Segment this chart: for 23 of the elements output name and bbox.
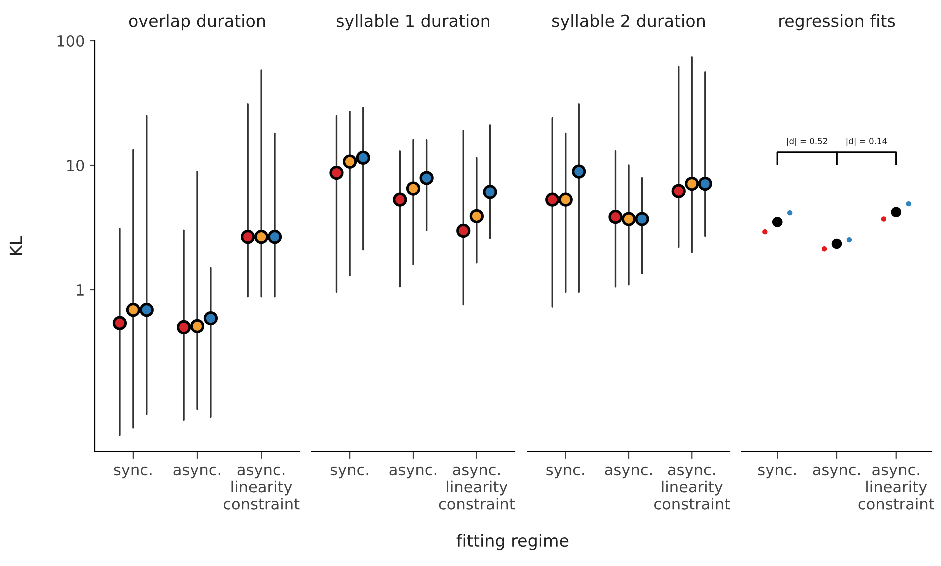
- x-tick-label: sync.: [546, 466, 584, 479]
- x-tick-label: sync.: [758, 466, 796, 479]
- x-tick-label: sync.: [114, 466, 152, 479]
- y-tick-label: 1: [77, 284, 84, 296]
- y-axis-title: KL: [10, 236, 22, 255]
- x-tick-label: async.: [813, 466, 860, 479]
- x-tick-label: async. linearity constraint: [224, 466, 300, 510]
- x-tick-label: sync.: [330, 466, 368, 479]
- y-tick-label: 10: [68, 160, 84, 172]
- chart-title: syllable 2 duration: [552, 14, 705, 31]
- y-tick-label: 100: [58, 35, 84, 48]
- x-tick-label: async. linearity constraint: [654, 466, 730, 510]
- chart-title: syllable 1 duration: [336, 14, 490, 31]
- x-axis-title: fitting regime: [456, 534, 569, 550]
- chart-title: overlap duration: [129, 14, 266, 31]
- x-tick-label: async.: [174, 466, 221, 479]
- x-tick-label: async.: [605, 466, 652, 479]
- x-tick-label: async.: [390, 466, 437, 479]
- chart-title: regression fits: [780, 14, 896, 31]
- x-tick-label: async. linearity constraint: [858, 466, 934, 510]
- annotation: |d| = 0.14: [846, 138, 888, 146]
- annotation: |d| = 0.52: [788, 138, 828, 146]
- x-tick-label: async. linearity constraint: [439, 466, 516, 510]
